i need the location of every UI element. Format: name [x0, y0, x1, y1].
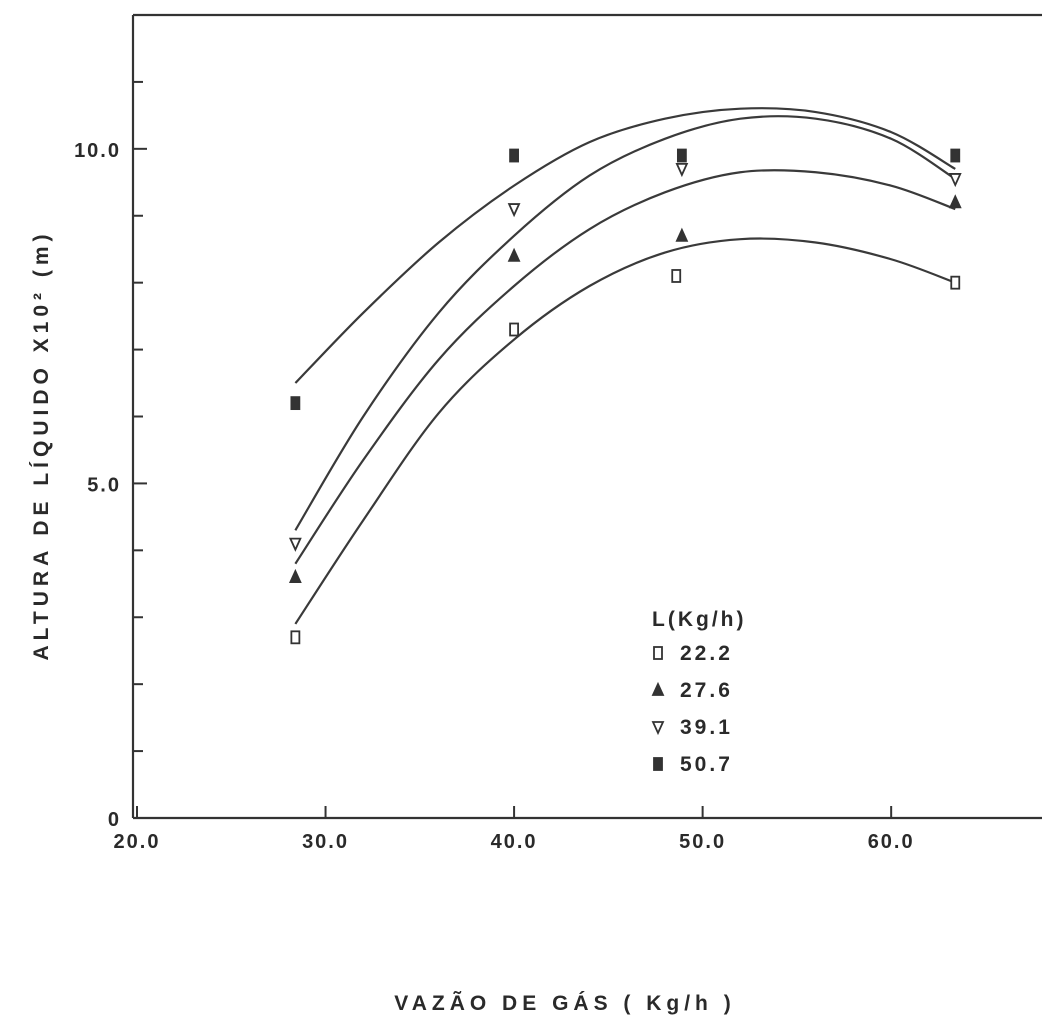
data-point-22-2 [290, 630, 301, 645]
x-tick-label: 60.0 [868, 831, 915, 853]
fit-curve-50-7 [294, 107, 956, 384]
data-point-39-1 [507, 203, 521, 218]
data-point-50-7 [950, 148, 961, 163]
data-point-22-2 [950, 275, 961, 290]
axes [131, 13, 1042, 820]
legend: L(Kg/h) 22.2 27.6 39.1 50.7 [651, 608, 746, 776]
legend-label-39-1: 39.1 [680, 716, 733, 739]
data-point-27-6 [675, 227, 689, 242]
x-tick-label: 20.0 [114, 831, 161, 853]
data-point-39-1 [675, 163, 689, 178]
ticks: 20.0 30.0 40.0 50.0 60.0 0 5.0 10.0 [74, 80, 915, 853]
legend-marker-50-7 [653, 757, 663, 771]
y-tick-label: 5.0 [87, 474, 121, 496]
y-tick-label: 10.0 [74, 140, 121, 162]
data-points [288, 148, 962, 645]
legend-label-27-6: 27.6 [680, 679, 733, 702]
data-point-50-7 [509, 148, 519, 163]
fit-curve-27-6 [294, 169, 956, 565]
fit-curve-22-2 [294, 237, 956, 625]
legend-title: L(Kg/h) [652, 608, 746, 631]
data-point-27-6 [507, 247, 521, 262]
data-point-22-2 [671, 269, 682, 283]
legend-label-50-7: 50.7 [680, 753, 733, 776]
legend-label-22-2: 22.2 [680, 642, 733, 665]
data-point-39-1 [948, 173, 962, 188]
data-point-27-6 [948, 194, 962, 209]
data-point-50-7 [290, 396, 301, 411]
data-point-39-1 [288, 537, 302, 552]
data-point-27-6 [288, 568, 302, 583]
x-tick-label: 30.0 [302, 831, 349, 853]
data-point-50-7 [676, 148, 687, 163]
legend-marker-39-1 [651, 721, 665, 736]
x-tick-label: 50.0 [679, 831, 726, 853]
y-axis-title: ALTURA DE LÍQUIDO X10² (m) [30, 229, 53, 660]
legend-marker-22-2 [653, 646, 663, 660]
x-axis-title: VAZÃO DE GÁS ( Kg/h ) [394, 992, 735, 1015]
fit-curves [294, 107, 956, 625]
fit-curve-39-1 [294, 115, 956, 531]
legend-marker-27-6 [651, 681, 665, 696]
y-tick-label: 0 [108, 809, 121, 831]
x-tick-label: 40.0 [491, 831, 538, 853]
data-point-22-2 [509, 322, 519, 337]
